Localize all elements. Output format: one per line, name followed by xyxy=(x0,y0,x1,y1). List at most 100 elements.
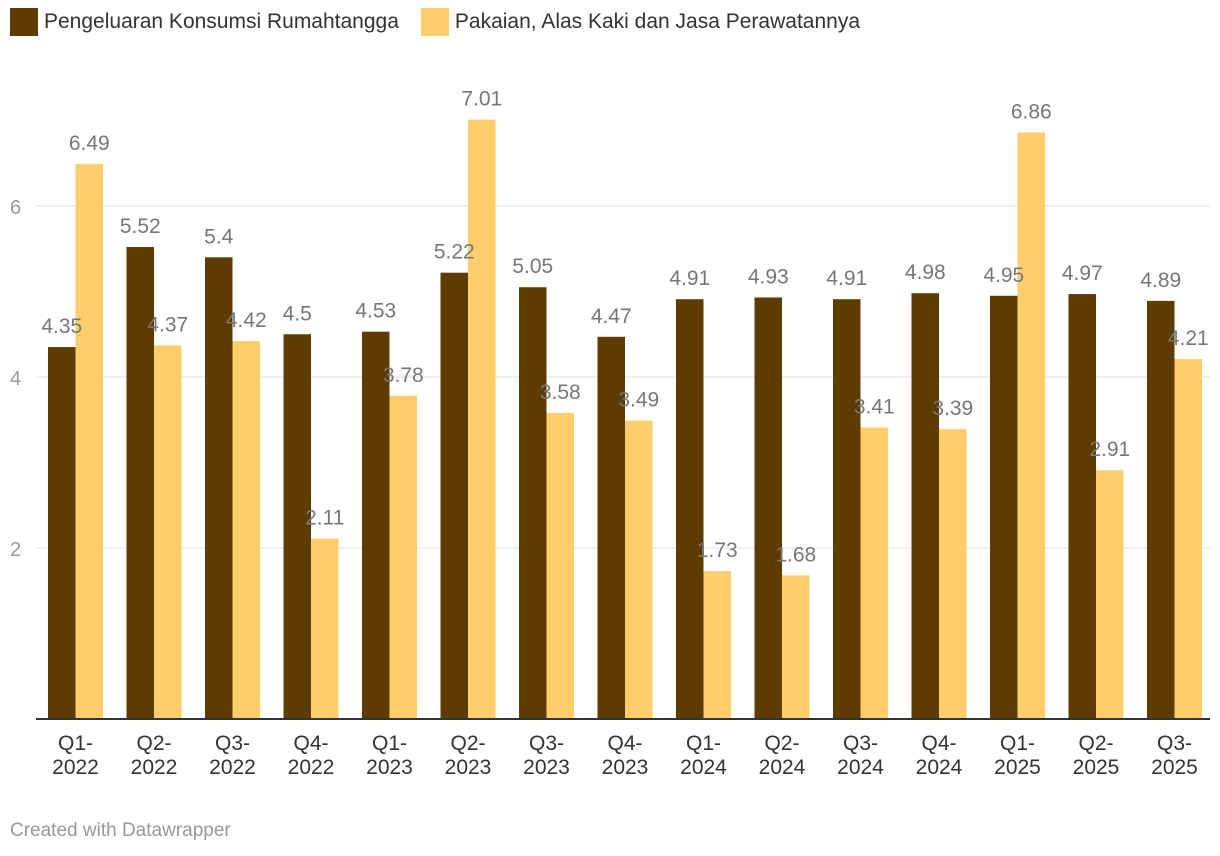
data-label: 5.4 xyxy=(204,225,234,248)
x-tick-label: Q4- xyxy=(607,732,642,755)
x-tick-label: Q3- xyxy=(1157,732,1192,755)
data-label: 3.39 xyxy=(932,397,973,420)
x-tick-label: Q2- xyxy=(1078,732,1113,755)
x-tick-label: 2025 xyxy=(1073,756,1120,779)
legend-item-household-consumption: Pengeluaran Konsumsi Rumahtangga xyxy=(10,8,399,36)
bar xyxy=(1174,359,1202,719)
x-tick-label: Q1- xyxy=(58,732,93,755)
bar xyxy=(1068,294,1096,719)
data-label: 5.05 xyxy=(512,255,553,278)
data-label: 1.68 xyxy=(775,543,816,566)
data-label: 4.53 xyxy=(355,300,396,323)
bar xyxy=(1017,132,1045,720)
y-tick-label: 4 xyxy=(10,368,21,390)
legend-swatch xyxy=(420,8,449,36)
legend-swatch xyxy=(10,8,38,36)
data-label: 3.78 xyxy=(383,364,424,387)
x-tick-label: 2025 xyxy=(994,756,1041,779)
data-label: 3.49 xyxy=(618,389,659,412)
data-label: 5.52 xyxy=(120,215,161,238)
bar xyxy=(597,336,625,719)
bar xyxy=(440,272,468,719)
data-label: 4.91 xyxy=(826,267,867,290)
data-label: 4.95 xyxy=(983,264,1024,287)
bar xyxy=(754,297,782,719)
x-tick-label: Q4- xyxy=(293,732,328,755)
bar xyxy=(232,341,260,719)
data-label: 4.42 xyxy=(226,309,267,332)
data-label: 2.91 xyxy=(1089,438,1130,461)
bar xyxy=(911,293,939,719)
x-tick-label: Q1- xyxy=(372,732,407,755)
data-label: 4.93 xyxy=(748,265,789,288)
x-tick-label: 2022 xyxy=(288,756,335,779)
legend-label: Pengeluaran Konsumsi Rumahtangga xyxy=(44,10,399,33)
x-tick-label: 2024 xyxy=(916,756,963,779)
x-tick-label: Q2- xyxy=(136,732,171,755)
legend-item-clothing-footwear: Pakaian, Alas Kaki dan Jasa Perawatannya xyxy=(420,8,860,36)
x-tick-label: 2023 xyxy=(445,756,492,779)
x-tick-label: 2024 xyxy=(837,756,884,779)
x-tick-label: 2022 xyxy=(131,756,178,779)
x-tick-label: 2023 xyxy=(602,756,649,779)
data-label: 4.89 xyxy=(1140,269,1181,292)
x-tick-label: 2025 xyxy=(1151,756,1198,779)
x-tick-label: Q3- xyxy=(215,732,250,755)
bar xyxy=(990,295,1018,719)
bar xyxy=(1147,300,1175,719)
x-tick-label: 2022 xyxy=(209,756,256,779)
bar xyxy=(1096,470,1124,719)
data-label: 4.98 xyxy=(905,261,946,284)
x-tick-label: Q3- xyxy=(529,732,564,755)
data-label: 4.47 xyxy=(591,305,632,328)
bar xyxy=(311,538,339,719)
data-label: 4.97 xyxy=(1062,262,1103,285)
bar xyxy=(782,575,810,719)
x-tick-label: Q2- xyxy=(450,732,485,755)
data-label: 1.73 xyxy=(697,539,738,562)
bar xyxy=(833,299,861,719)
bar xyxy=(703,571,731,719)
credit-text: Created with Datawrapper xyxy=(10,820,231,841)
bar xyxy=(362,331,390,719)
data-label: 4.5 xyxy=(283,302,312,325)
bar xyxy=(283,334,311,719)
x-tick-label: Q3- xyxy=(843,732,878,755)
x-tick-label: 2023 xyxy=(523,756,570,779)
bar xyxy=(48,347,76,719)
bar xyxy=(389,395,417,719)
x-tick-label: 2023 xyxy=(366,756,413,779)
bar xyxy=(154,345,182,719)
data-label: 4.91 xyxy=(669,267,710,290)
x-tick-label: 2024 xyxy=(759,756,806,779)
x-tick-label: Q1- xyxy=(686,732,721,755)
data-label: 6.49 xyxy=(69,132,110,155)
chart-legend: Pengeluaran Konsumsi Rumahtangga Pakaian… xyxy=(10,8,860,36)
bar xyxy=(860,427,888,719)
data-label: 6.86 xyxy=(1011,100,1052,123)
data-label: 4.35 xyxy=(41,315,82,338)
bar xyxy=(205,257,233,719)
data-label: 7.01 xyxy=(461,88,502,111)
data-label: 5.22 xyxy=(434,241,475,264)
bar xyxy=(126,247,154,720)
bar xyxy=(939,429,967,719)
bar xyxy=(546,412,574,719)
bar xyxy=(468,119,496,719)
x-tick-label: 2024 xyxy=(680,756,727,779)
y-tick-label: 2 xyxy=(10,539,21,561)
legend-label: Pakaian, Alas Kaki dan Jasa Perawatannya xyxy=(454,10,860,33)
data-label: 3.41 xyxy=(854,395,895,418)
x-tick-label: Q4- xyxy=(921,732,956,755)
x-tick-label: 2022 xyxy=(52,756,99,779)
bar xyxy=(75,164,103,720)
y-tick-label: 6 xyxy=(10,197,21,219)
data-label: 3.58 xyxy=(540,381,581,404)
bar xyxy=(676,299,704,719)
bar xyxy=(625,420,653,719)
data-label: 4.21 xyxy=(1168,327,1209,350)
data-label: 4.37 xyxy=(147,313,188,336)
data-label: 2.11 xyxy=(305,507,344,530)
bar xyxy=(519,287,547,719)
